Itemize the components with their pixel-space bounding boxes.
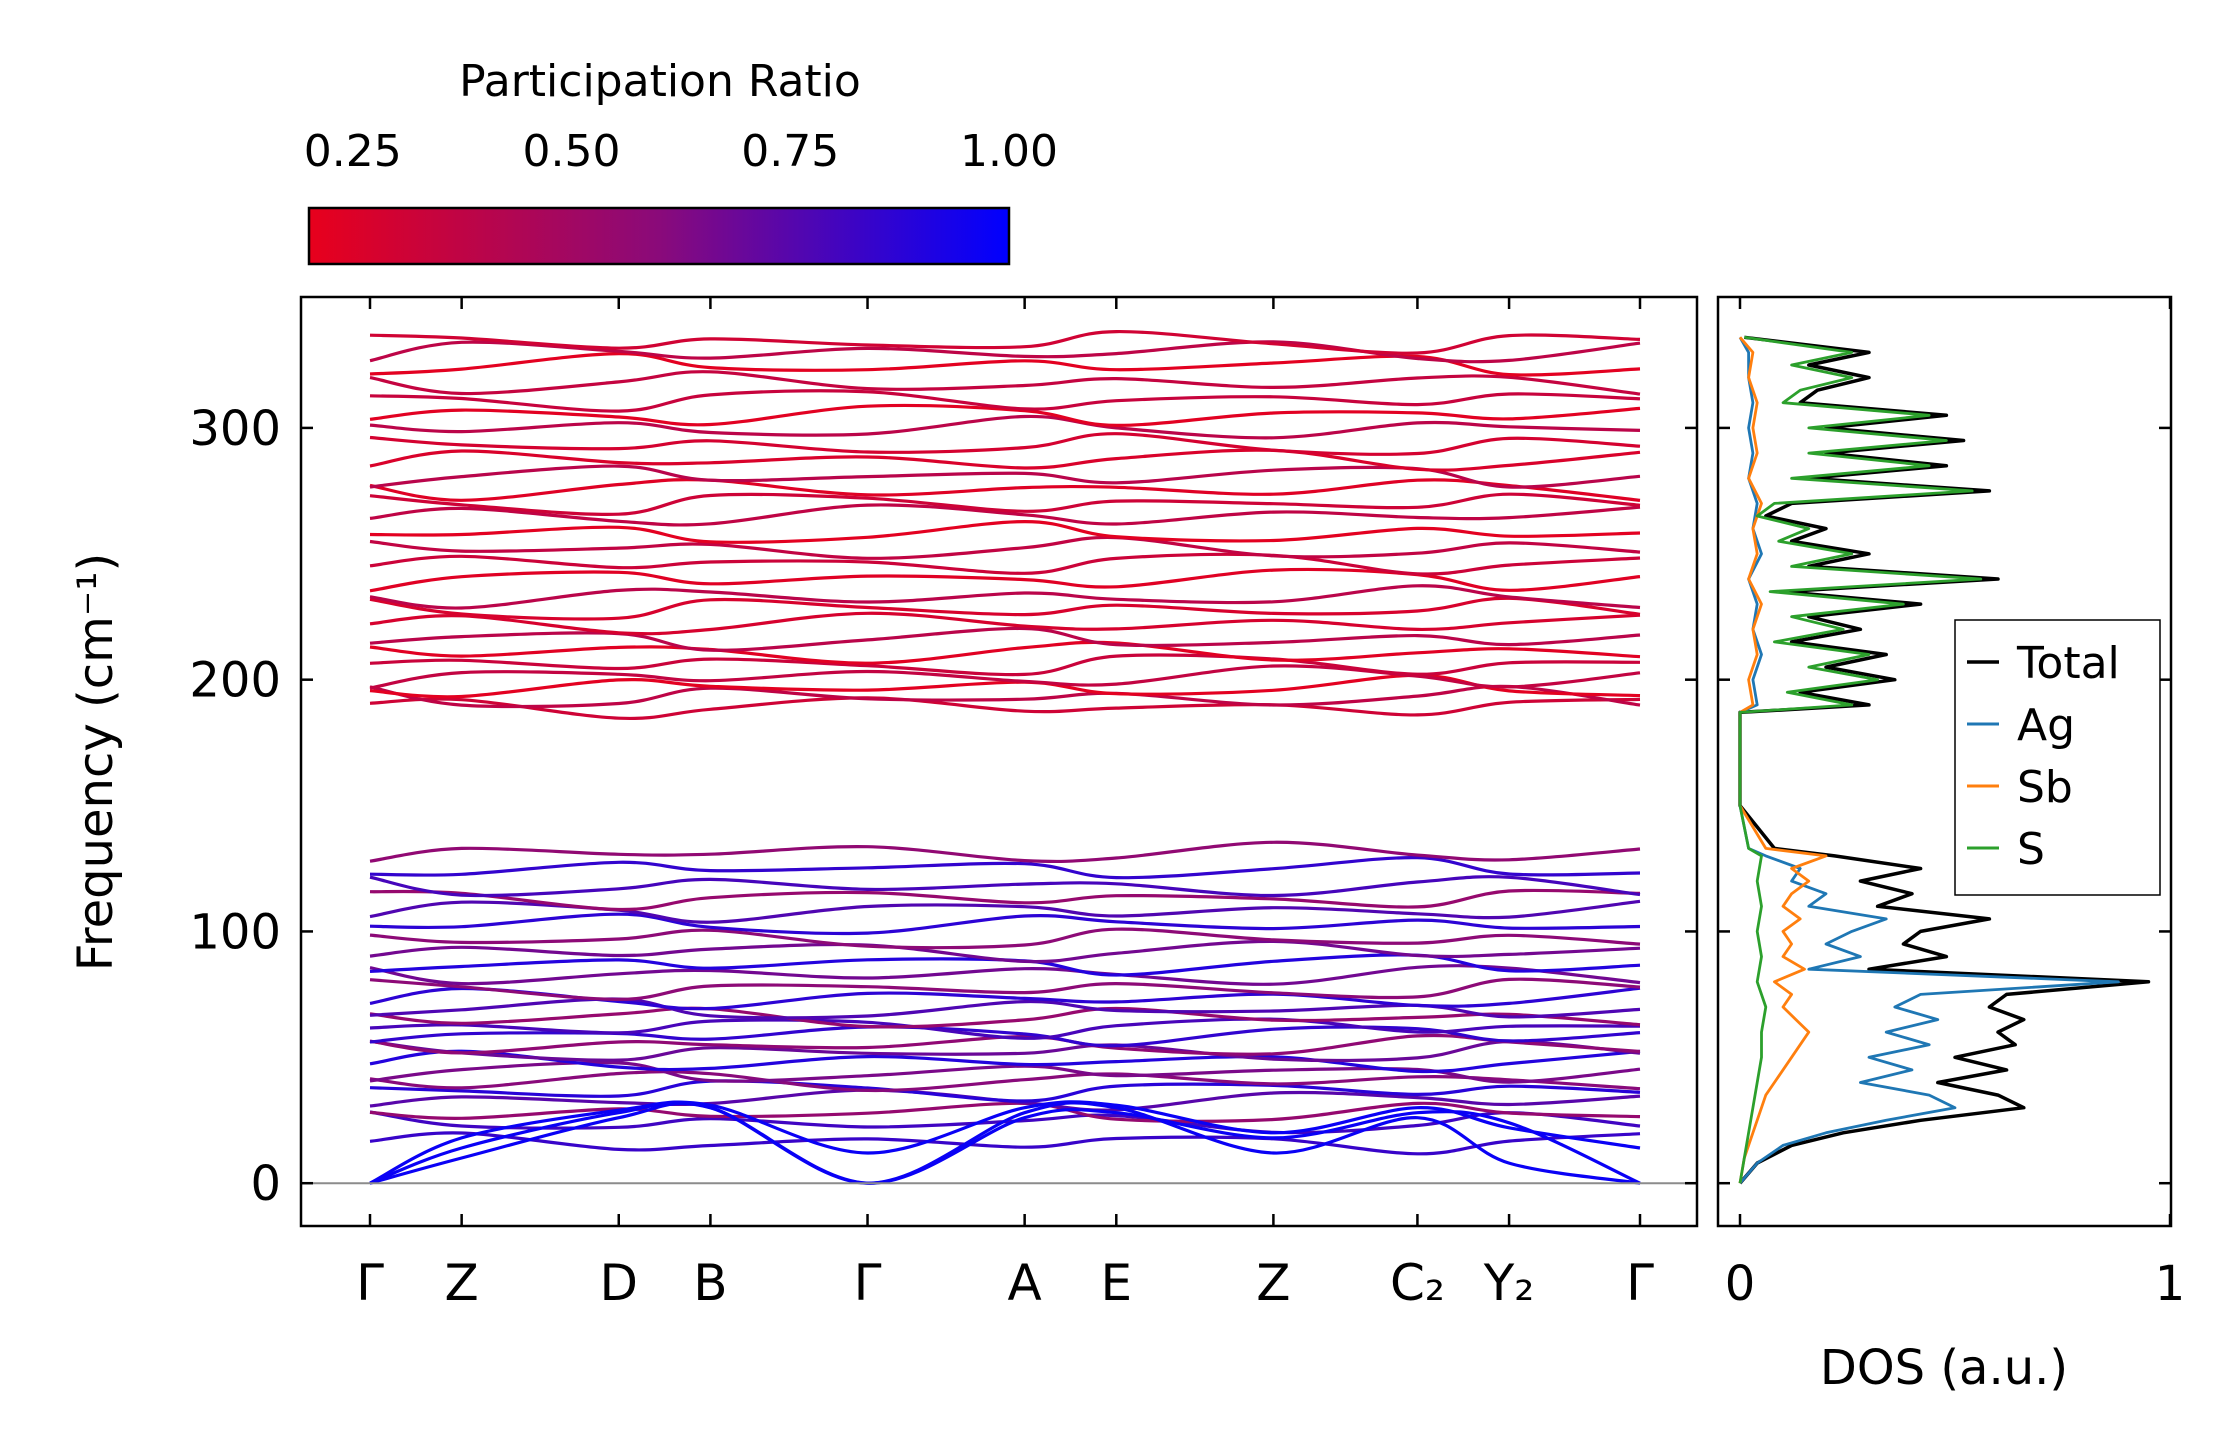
- phonon-branch: [369, 448, 1641, 472]
- dos-panel: 0 1 DOS (a.u.) Total Ag Sb S: [1716, 295, 2186, 1396]
- legend-label-s: S: [2017, 824, 2045, 875]
- dos-curves: [1738, 335, 2151, 1185]
- colorbar: Participation Ratio 0.25 0.50 0.75 1.00: [304, 56, 1058, 266]
- legend-label-sb: Sb: [2017, 762, 2073, 813]
- k-point-label: E: [1100, 1254, 1132, 1312]
- k-point-label: Z: [445, 1254, 479, 1312]
- phonon-branch: [369, 552, 1641, 576]
- dos-curve-s: [1738, 335, 1983, 1184]
- phonon-branch: [369, 1079, 1641, 1103]
- phonon-branch: [369, 888, 1641, 912]
- k-point-label: C₂: [1390, 1254, 1445, 1312]
- phonon-branch: [369, 640, 1641, 665]
- phonon-branch: [369, 584, 1641, 610]
- k-point-label: Γ: [1626, 1254, 1654, 1312]
- phonon-branch-acoustic-3: [369, 1100, 1641, 1185]
- dos-x-tick-label: 0: [1725, 1256, 1756, 1312]
- phonon-branch: [369, 1049, 1641, 1074]
- k-point-label: Γ: [356, 1254, 384, 1312]
- k-point-label: Y₂: [1483, 1254, 1535, 1312]
- phonon-branch: [369, 611, 1641, 636]
- phonon-branch-acoustic-1: [369, 1101, 1641, 1185]
- colorbar-tick-label: 0.25: [304, 126, 402, 177]
- phonon-branch: [369, 389, 1641, 413]
- phonon-branch: [369, 1017, 1641, 1040]
- phonon-branch: [369, 1006, 1641, 1029]
- y-tick-label: 200: [189, 653, 281, 709]
- dos-frame: [1716, 295, 2173, 1228]
- phonon-branch: [369, 492, 1641, 517]
- y-tick-label: 300: [189, 401, 281, 457]
- phonon-branch: [369, 1131, 1641, 1156]
- k-point-label: A: [1008, 1254, 1042, 1312]
- phonon-branch: [369, 519, 1641, 544]
- dos-x-tick-label: 1: [2155, 1256, 2186, 1312]
- phonon-branch: [369, 503, 1641, 527]
- phonon-branch-acoustic-2: [369, 1100, 1641, 1185]
- colorbar-tick-label: 0.75: [741, 126, 839, 177]
- phonon-branch: [369, 464, 1641, 489]
- colorbar-tick-label: 1.00: [960, 126, 1058, 177]
- phonon-branch: [369, 840, 1641, 864]
- dos-curve-sb: [1738, 336, 1828, 1184]
- phonon-branch: [369, 478, 1641, 502]
- k-point-label: Γ: [854, 1254, 882, 1312]
- phonon-branch: [369, 596, 1641, 621]
- phonon-branch: [369, 696, 1641, 721]
- legend-label-total: Total: [2016, 638, 2120, 689]
- phonon-branch: [369, 414, 1641, 440]
- phonon-branch: [369, 964, 1641, 986]
- colorbar-tick-label: 0.50: [523, 126, 621, 177]
- y-tick-label: 0: [250, 1156, 281, 1212]
- phonon-branch: [369, 329, 1641, 355]
- phonon-branch: [369, 432, 1641, 456]
- phonon-branch: [369, 927, 1641, 950]
- band-frame: [299, 295, 1699, 1228]
- colorbar-gradient: [307, 206, 1011, 266]
- colorbar-ticks: 0.25 0.50 0.75 1.00: [304, 126, 1058, 264]
- phonon-branch: [369, 653, 1641, 677]
- dos-x-axis-label: DOS (a.u.): [1820, 1340, 2068, 1396]
- y-axis-label: Frequency (cm⁻¹): [68, 553, 124, 971]
- phonon-branch: [369, 403, 1641, 428]
- phonon-branch: [369, 664, 1641, 690]
- colorbar-title: Participation Ratio: [459, 56, 861, 107]
- dos-legend: Total Ag Sb S: [1954, 619, 2161, 896]
- y-tick-label: 100: [189, 904, 281, 960]
- phonon-branches: [369, 329, 1641, 1185]
- dos-curve-total: [1738, 335, 2151, 1185]
- phonon-branch: [369, 1033, 1641, 1056]
- k-point-label: Z: [1256, 1254, 1290, 1312]
- k-point-label: D: [600, 1254, 639, 1312]
- k-point-label: B: [693, 1254, 727, 1312]
- phonon-branch: [369, 1070, 1641, 1093]
- phonon-branch: [369, 1039, 1641, 1063]
- phonon-branch: [369, 567, 1641, 593]
- phonon-branch: [369, 626, 1641, 652]
- phonon-branch: [369, 939, 1641, 964]
- phonon-branch: [369, 535, 1641, 560]
- dos-curve-ag: [1738, 336, 2120, 1185]
- phonon-branch: [369, 340, 1641, 364]
- phonon-branch: [369, 912, 1641, 936]
- phonon-branch: [369, 370, 1641, 396]
- phonon-branch: [369, 875, 1641, 898]
- phonon-branch: [369, 856, 1641, 880]
- band-axes: 0 100 200 300 Γ Z D B Γ A E Z C₂ Y₂ Γ: [189, 297, 1697, 1312]
- phonon-branch: [369, 684, 1641, 709]
- legend-label-ag: Ag: [2017, 700, 2075, 751]
- phonon-branch: [369, 977, 1641, 1002]
- band-structure-panel: 0 100 200 300 Γ Z D B Γ A E Z C₂ Y₂ Γ Frequency (cm⁻¹): [68, 295, 1699, 1312]
